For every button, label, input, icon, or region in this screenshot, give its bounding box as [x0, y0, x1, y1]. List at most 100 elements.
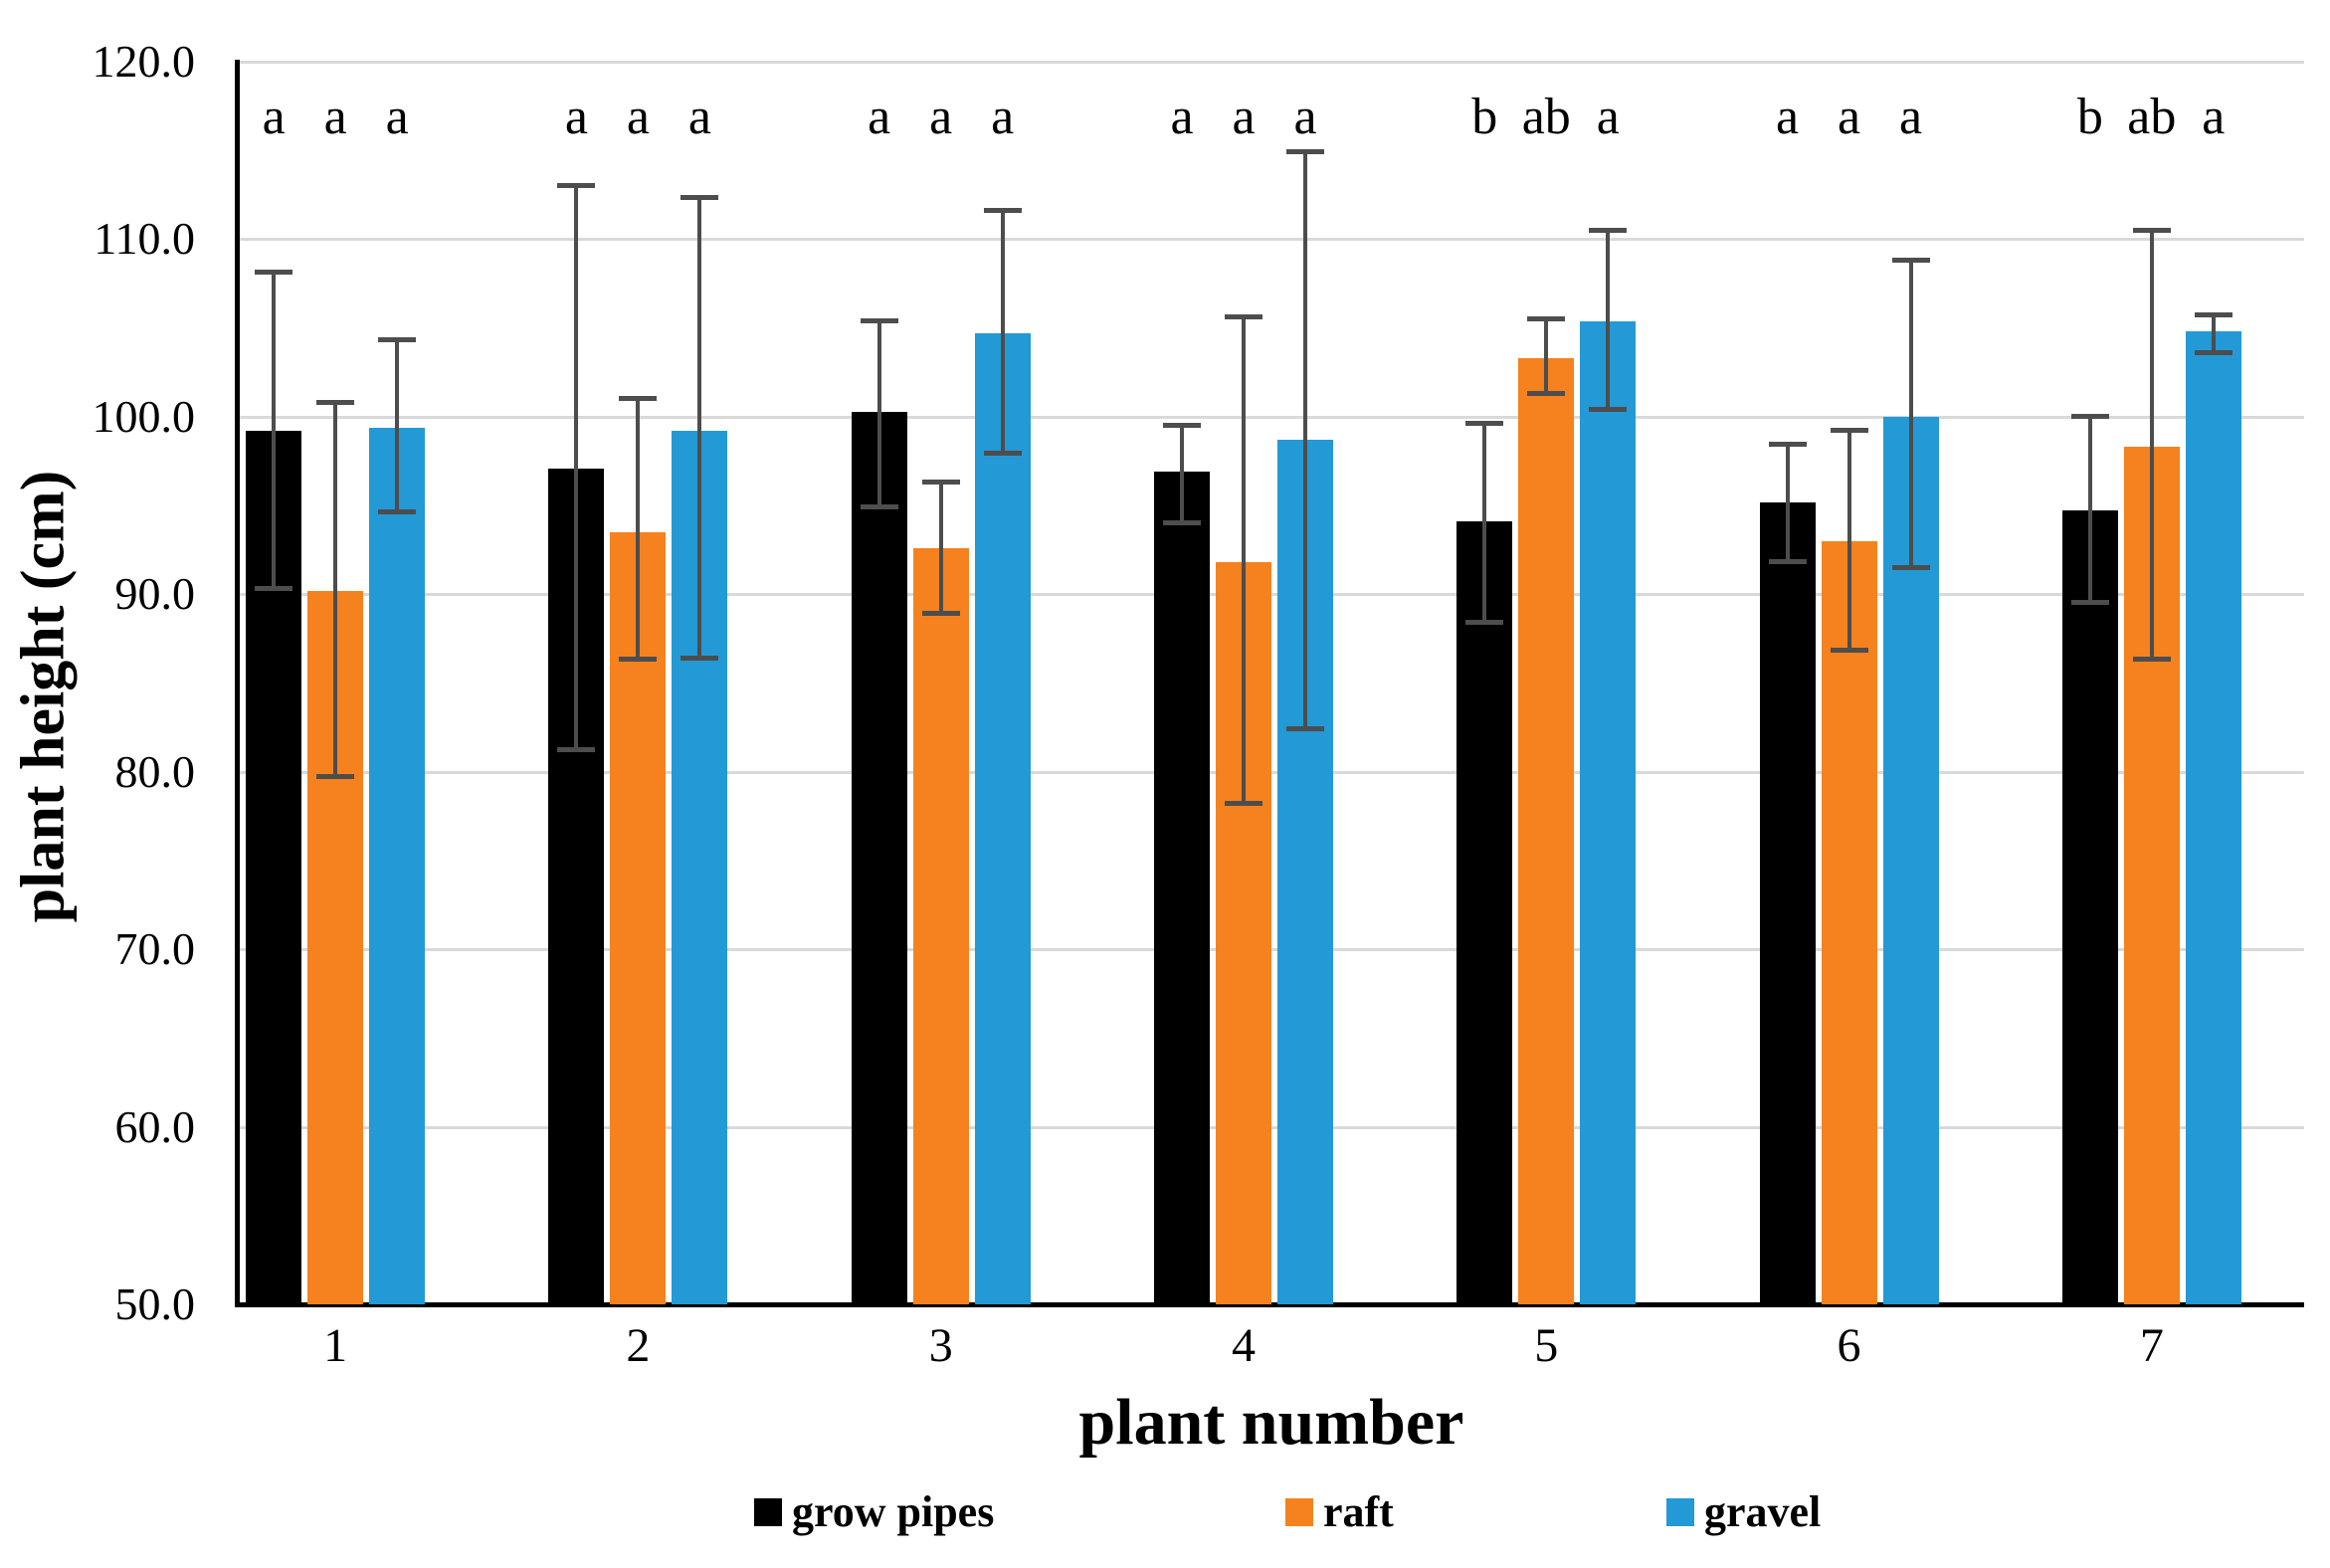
significance-letter: a [1232, 89, 1256, 145]
significance-letter: b [2076, 89, 2103, 145]
y-tick-label: 100.0 [92, 390, 196, 442]
error-bar-cap [316, 774, 355, 780]
legend: grow pipes raft gravel [0, 1486, 2330, 1550]
significance-letter: a [385, 89, 409, 145]
error-bar-cap [1527, 315, 1566, 321]
error-bar-cap [2132, 657, 2171, 663]
error-bar-cap [1589, 406, 1628, 412]
error-bar-cap [983, 451, 1022, 457]
error-bar-cap [680, 655, 719, 661]
error-bar [574, 185, 579, 751]
x-tick-label: 1 [323, 1319, 348, 1372]
significance-letter: a [2202, 89, 2226, 145]
significance-letter: a [1776, 89, 1800, 145]
error-bar-cap [378, 509, 417, 515]
error-bar [1241, 316, 1246, 804]
significance-letter: a [1838, 89, 1861, 145]
error-bar-cap [1224, 313, 1262, 319]
error-bar-cap [255, 585, 293, 591]
error-bar-cap [1285, 149, 1324, 154]
legend-swatch-icon [1285, 1497, 1313, 1526]
error-bar-cap [2194, 349, 2233, 355]
error-bar-cap [1465, 619, 1504, 625]
bar-raft [307, 399, 364, 1304]
error-bar-cap [680, 195, 719, 201]
gridline [239, 415, 2304, 419]
significance-letter: a [323, 89, 347, 145]
significance-letter: a [1899, 89, 1923, 145]
bar-grow-pipes [1456, 421, 1513, 1304]
error-bar [272, 273, 277, 589]
gridline [239, 61, 2304, 64]
category-group-7: b ab a [2001, 62, 2303, 1304]
bar-gravel [2185, 312, 2241, 1304]
legend-item-raft: raft [1285, 1486, 1394, 1537]
significance-letter: a [262, 89, 286, 145]
significance-letter: a [868, 89, 891, 145]
bar-grow-pipes [1153, 422, 1210, 1304]
error-bar-cap [2070, 413, 2109, 419]
error-bar [2211, 315, 2216, 353]
error-bar-cap [1527, 390, 1566, 396]
bar-raft [1518, 315, 1575, 1304]
plot-area: a a a a a a a a a a a a b ab a a a a b ab a [184, 62, 2303, 1304]
error-bar-cap [2070, 600, 2109, 606]
error-bar-cap [557, 182, 596, 188]
error-bar-cap [983, 207, 1022, 213]
error-bar-cap [1768, 559, 1807, 565]
bar-gravel [1276, 149, 1333, 1304]
error-bar-cap [1224, 800, 1262, 806]
bar-raft [2123, 227, 2180, 1304]
error-bar-cap [921, 479, 960, 485]
significance-letter: a [564, 89, 588, 145]
y-tick-label: 110.0 [94, 213, 195, 265]
y-axis-tick-labels: 120.0 110.0 100.0 90.0 80.0 70.0 60.0 50.0 [0, 0, 196, 1568]
error-bar-cap [1162, 519, 1201, 525]
error-bar [876, 320, 881, 507]
error-bar-cap [860, 503, 898, 509]
bar-raft [610, 396, 667, 1304]
legend-item-grow-pipes: grow pipes [754, 1486, 994, 1537]
category-group-5: b ab a [1395, 62, 1697, 1304]
error-bar-cap [619, 657, 658, 663]
error-bar [2087, 416, 2092, 604]
error-bar [1179, 425, 1184, 523]
bar-grow-pipes [1759, 442, 1816, 1304]
bar-grow-pipes [2061, 413, 2118, 1304]
significance-letter: ab [1521, 89, 1571, 145]
bar-gravel [369, 337, 426, 1304]
error-bar [1908, 260, 1913, 568]
bar-raft [912, 479, 969, 1304]
error-bar [697, 198, 702, 659]
error-bar [1606, 230, 1611, 410]
y-tick-label: 80.0 [114, 745, 196, 797]
error-bar [636, 399, 641, 661]
significance-letter: a [687, 89, 711, 145]
significance-letter: a [929, 89, 953, 145]
legend-item-gravel: gravel [1666, 1486, 1821, 1537]
x-tick-label: 2 [626, 1319, 651, 1372]
significance-letter: a [1596, 89, 1620, 145]
error-bar [1544, 318, 1549, 394]
legend-swatch-icon [1666, 1497, 1694, 1526]
bar-grow-pipes [548, 182, 605, 1304]
error-bar-cap [316, 399, 355, 405]
x-tick-label: 5 [1534, 1319, 1559, 1372]
error-bar-cap [1285, 725, 1324, 731]
x-tick-label: 6 [1837, 1319, 1861, 1372]
significance-letter: a [991, 89, 1015, 145]
bar-gravel [1882, 257, 1939, 1304]
x-axis-title: plant number [1078, 1386, 1464, 1459]
x-axis-line [235, 1302, 2304, 1307]
error-bar-cap [1465, 421, 1504, 426]
significance-letter: a [626, 89, 650, 145]
x-tick-label: 4 [1231, 1319, 1256, 1372]
y-tick-label: 120.0 [92, 36, 196, 87]
error-bar-cap [1589, 227, 1628, 233]
x-axis-tick-labels: 1 2 3 4 5 6 7 [184, 1319, 2303, 1373]
